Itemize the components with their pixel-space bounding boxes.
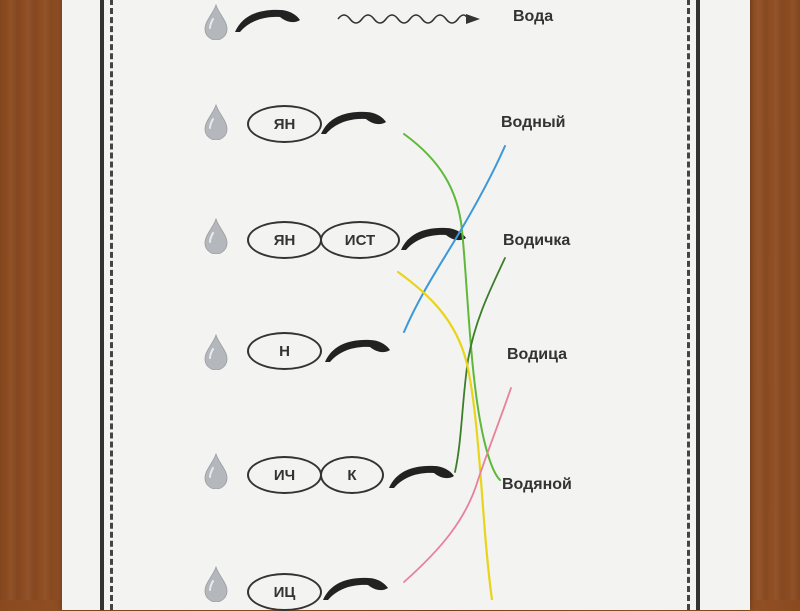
root-arc-icon bbox=[325, 339, 390, 362]
pink-line bbox=[403, 387, 512, 583]
suffix-oval: ИЧ bbox=[247, 456, 322, 494]
blue-line bbox=[403, 145, 506, 333]
word-match: Водица bbox=[507, 346, 568, 363]
word-match: Водный bbox=[501, 114, 566, 131]
green-line bbox=[403, 133, 501, 481]
worksheet-paper bbox=[62, 0, 750, 610]
outer-frame bbox=[100, 0, 700, 610]
root-arc-icon bbox=[323, 577, 388, 600]
water-drop-icon bbox=[204, 334, 228, 370]
water-drop-icon bbox=[204, 453, 228, 489]
dark-green-line bbox=[454, 257, 506, 473]
root-arc-icon bbox=[401, 227, 466, 250]
water-drop-icon bbox=[204, 4, 228, 40]
water-drop-icon bbox=[204, 104, 228, 140]
root-arc-icon bbox=[389, 465, 454, 488]
root-arc-icon bbox=[321, 111, 386, 134]
water-drop-icon bbox=[204, 218, 228, 254]
word-first: Вода bbox=[513, 8, 554, 25]
wavy-arrow-icon bbox=[337, 14, 480, 24]
suffix-oval: Н bbox=[247, 332, 322, 370]
suffix-oval: К bbox=[320, 456, 384, 494]
suffix-oval: ИСТ bbox=[320, 221, 400, 259]
root-arc-icon bbox=[235, 9, 300, 32]
inner-dashed-frame bbox=[110, 0, 690, 610]
suffix-oval: ЯН bbox=[247, 105, 322, 143]
word-match: Водяной bbox=[502, 476, 572, 493]
word-match: Водичка bbox=[503, 232, 571, 249]
yellow-line bbox=[396, 270, 494, 600]
